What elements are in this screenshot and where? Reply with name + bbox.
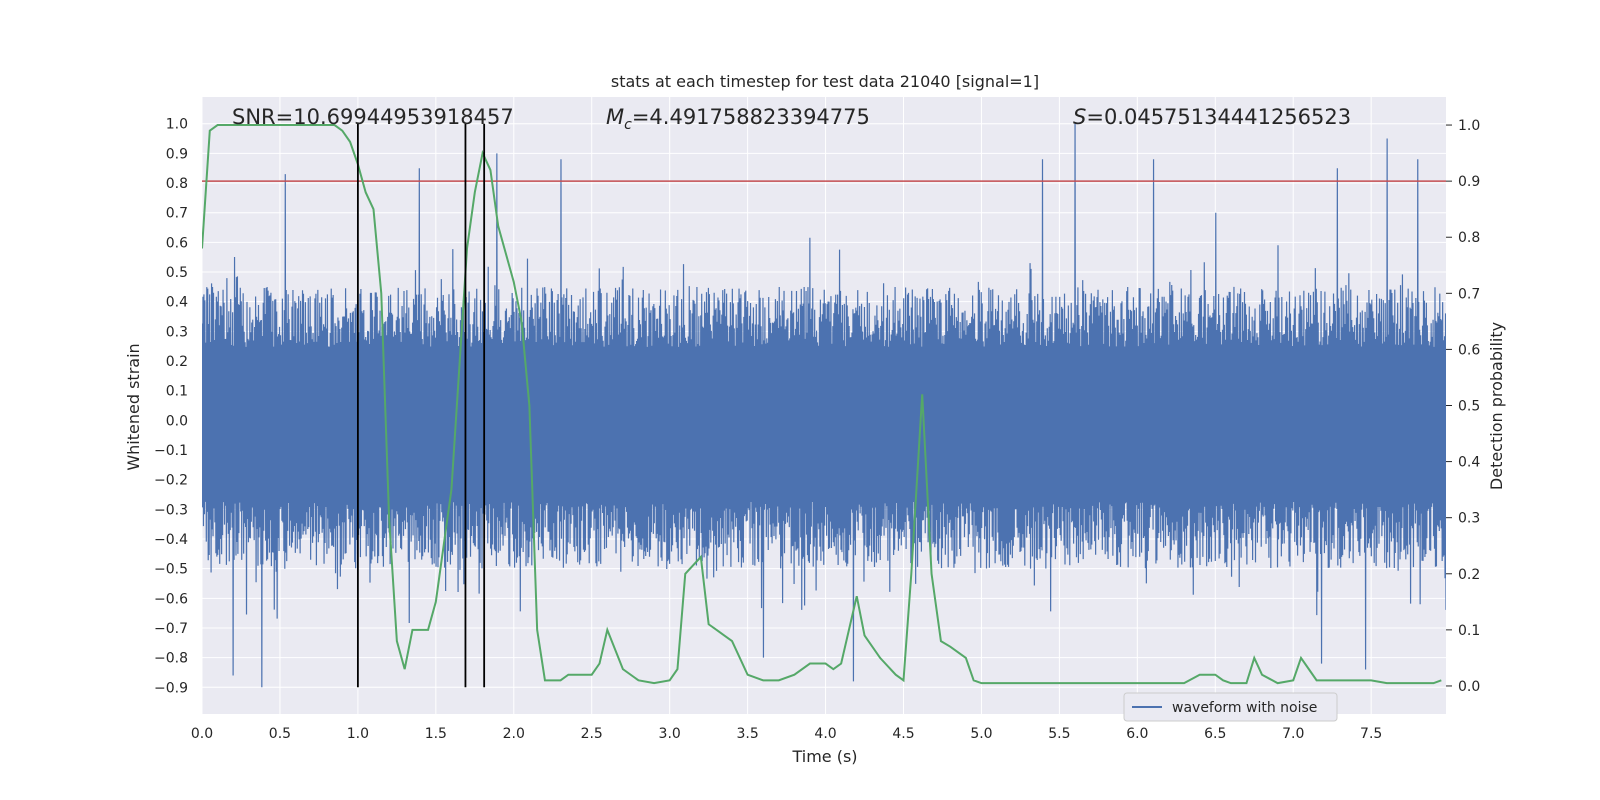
waveform-line — [202, 123, 1446, 688]
y-tick-label: 1.0 — [166, 117, 188, 133]
y-tick-label: 0.7 — [166, 206, 188, 222]
mc-value: =4.491758823394775 — [632, 105, 870, 129]
s-annotation: S=0.04575134441256523 — [1073, 105, 1351, 129]
y-tick-label: 0.4 — [166, 295, 188, 311]
y2-tick-label: 0.9 — [1458, 174, 1480, 190]
y-tick-label: 0.0 — [166, 413, 188, 429]
chart-title: stats at each timestep for test data 210… — [611, 72, 1039, 91]
y2-tick-label: 0.1 — [1458, 623, 1480, 639]
y-tick-label: −0.9 — [154, 680, 188, 696]
legend: waveform with noise — [1123, 692, 1338, 722]
x-tick-label: 0.0 — [191, 726, 213, 742]
chirp-mass-annotation: Mc=4.491758823394775 — [606, 105, 870, 133]
x-tick-label: 7.0 — [1282, 726, 1304, 742]
x-tick-label: 3.5 — [736, 726, 758, 742]
mc-symbol: M — [606, 105, 624, 129]
y-tick-label: 0.8 — [166, 176, 188, 192]
x-tick-label: 5.0 — [970, 726, 992, 742]
y-tick-label: −0.4 — [154, 532, 188, 548]
x-tick-label: 5.5 — [1048, 726, 1070, 742]
x-tick-label: 0.5 — [269, 726, 291, 742]
s-symbol: S — [1073, 105, 1086, 129]
y2-tick-label: 0.4 — [1458, 455, 1480, 471]
y-tick-label: 0.1 — [166, 384, 188, 400]
y-tick-label: 0.6 — [166, 235, 188, 251]
y-tick-label: −0.1 — [154, 443, 188, 459]
y-tick-label: 0.3 — [166, 324, 188, 340]
x-axis-label: Time (s) — [791, 747, 857, 766]
x-tick-label: 7.5 — [1360, 726, 1382, 742]
x-tick-label: 6.5 — [1204, 726, 1226, 742]
x-tick-label: 4.0 — [814, 726, 836, 742]
probability-line — [202, 124, 1442, 685]
y2-tick-label: 0.6 — [1458, 342, 1480, 358]
y-tick-label: −0.2 — [154, 473, 188, 489]
y2-tick-label: 0.5 — [1458, 399, 1480, 415]
legend-label: waveform with noise — [1172, 700, 1317, 716]
y-tick-label: 0.2 — [166, 354, 188, 370]
y2-tick-label: 1.0 — [1458, 118, 1480, 134]
x-tick-label: 1.0 — [347, 726, 369, 742]
x-tick-label: 6.0 — [1126, 726, 1148, 742]
waveform-series — [202, 123, 1446, 688]
y-tick-label: 0.5 — [166, 265, 188, 281]
legend-box — [1123, 692, 1338, 722]
y-tick-label: −0.6 — [154, 591, 188, 607]
y-tick-label: −0.5 — [154, 562, 188, 578]
y-tick-label: 0.9 — [166, 146, 188, 162]
mc-subscript: c — [624, 117, 632, 133]
y-tick-label: −0.8 — [154, 651, 188, 667]
snr-annotation: SNR=10.69944953918457 — [232, 105, 514, 129]
y2-axis-label: Detection probability — [1487, 322, 1506, 490]
y-tick-label: −0.7 — [154, 621, 188, 637]
y2-tick-label: 0.2 — [1458, 567, 1480, 583]
probability-series — [202, 124, 1442, 685]
y2-tick-label: 0.7 — [1458, 286, 1480, 302]
y-axis-ticks: −0.9 −0.8 −0.7 −0.6 −0.5 −0.4 −0.3 −0.2 −0.1 0.0 0… — [154, 117, 188, 697]
y2-tick-label: 0.0 — [1458, 679, 1480, 695]
y2-tick-label: 0.3 — [1458, 511, 1480, 527]
x-tick-label: 1.5 — [425, 726, 447, 742]
y2-tick-label: 0.8 — [1458, 230, 1480, 246]
y-axis-label: Whitened strain — [124, 343, 143, 470]
x-axis-ticks: 0.0 0.5 1.0 1.5 2.0 2.5 3.0 3.5 4.0 4.5 5.0 5.5 6.0 6… — [191, 726, 1382, 742]
x-tick-label: 2.0 — [503, 726, 525, 742]
vertical-marker-lines — [356, 123, 486, 688]
x-tick-label: 4.5 — [892, 726, 914, 742]
s-value: =0.04575134441256523 — [1086, 105, 1351, 129]
x-tick-label: 3.0 — [659, 726, 681, 742]
x-tick-label: 2.5 — [581, 726, 603, 742]
y2-axis-ticks: 0.0 0.1 0.2 0.3 0.4 0.5 0.6 0.7 0.8 0.9 1.0 — [1446, 118, 1480, 695]
y-tick-label: −0.3 — [154, 502, 188, 518]
